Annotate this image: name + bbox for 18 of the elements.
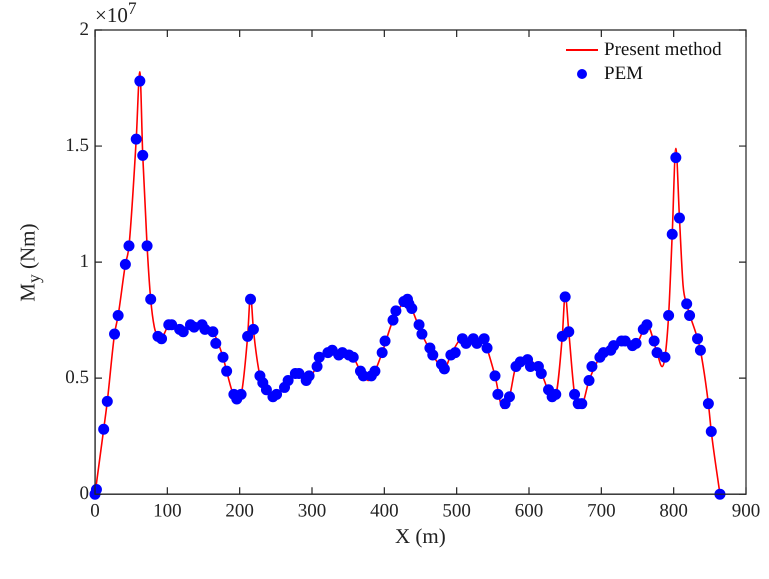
y-tick-label: 0 [80,483,89,504]
legend-label: PEM [604,63,644,85]
x-tick-label: 100 [153,500,182,522]
x-tick-label: 700 [587,500,616,522]
x-tick-label: 300 [298,500,326,522]
x-tick-label: 500 [442,500,471,522]
legend-label: Present method [604,39,722,61]
x-tick-label: 800 [659,500,688,522]
text: ×10$^{7}$ [95,0,137,28]
x-tick-label: 400 [370,500,399,522]
y-tick-label: 1.5 [65,135,89,156]
x-tick-label: 900 [732,500,760,522]
x-tick-label: 600 [514,500,544,522]
y-tick-label: 2 [80,18,89,40]
y-tick-label: 1 [80,251,89,272]
y-tick-label: 0.5 [65,367,89,388]
x-tick-label: 200 [225,500,254,522]
x-axis-title: X (m) [395,524,446,550]
